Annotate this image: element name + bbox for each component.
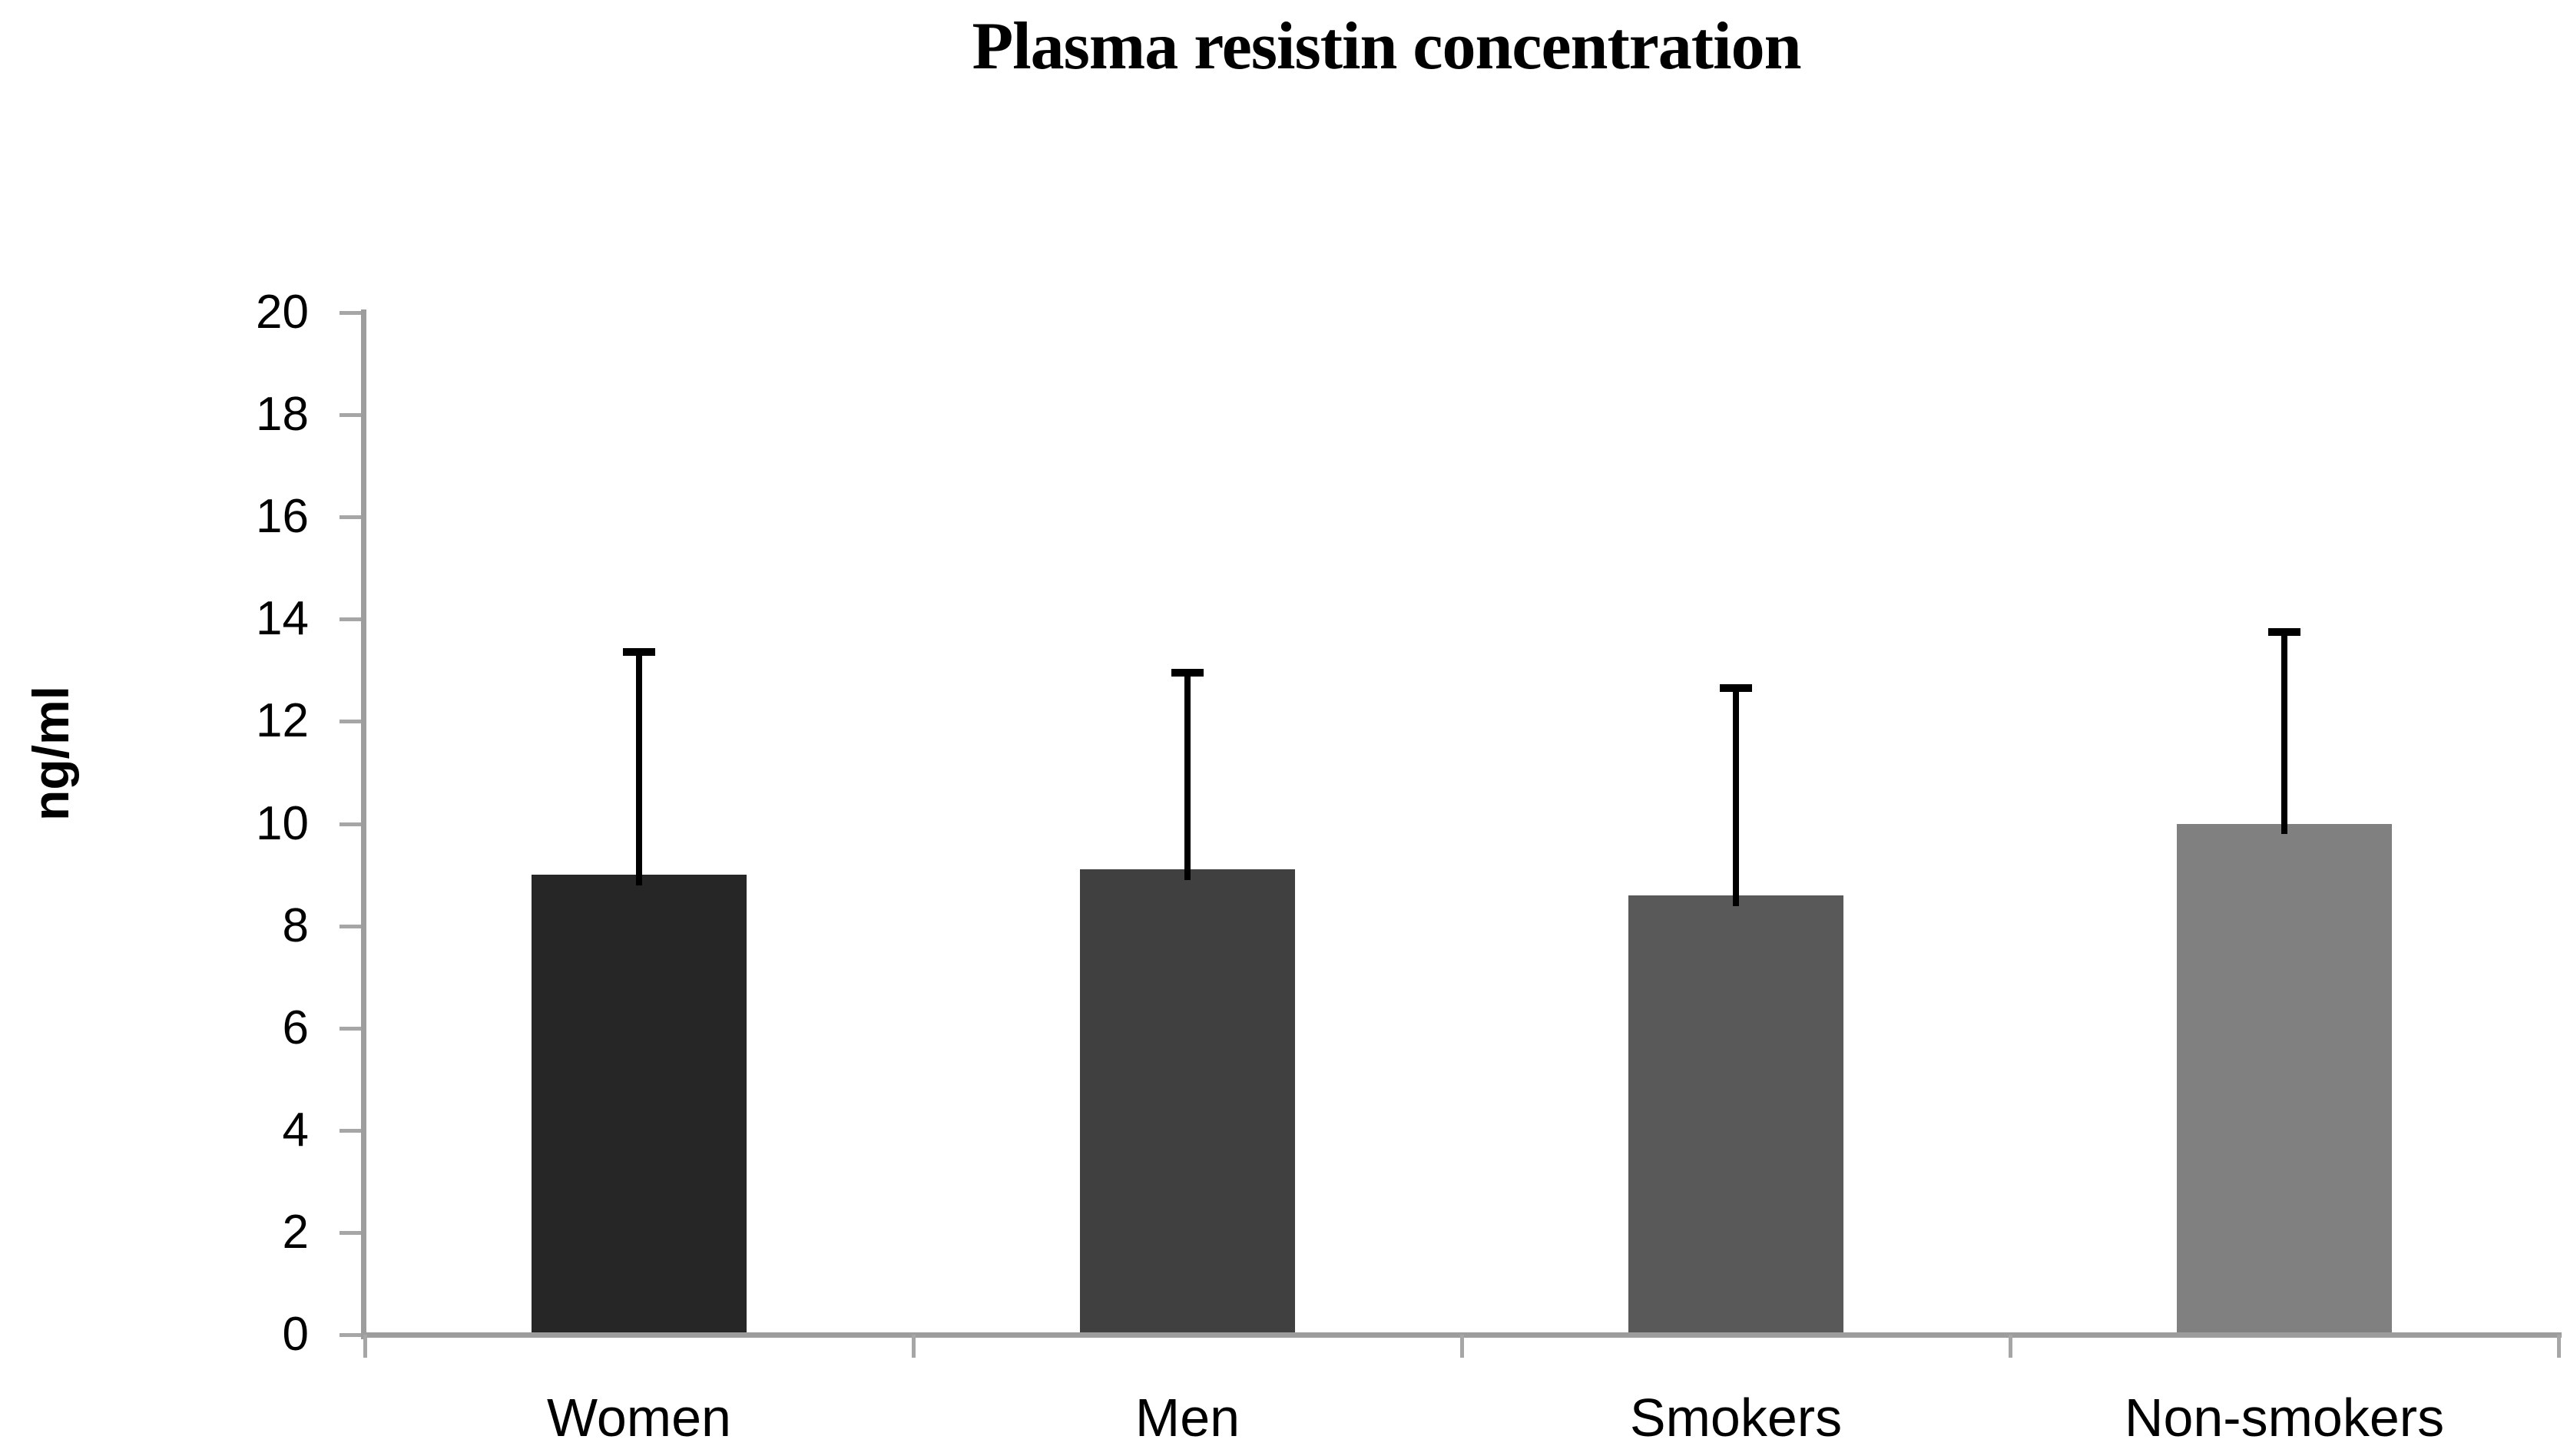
chart-title: Plasma resistin concentration — [972, 9, 1801, 84]
y-tick-label: 4 — [282, 1103, 309, 1157]
y-axis-line — [361, 309, 366, 1339]
x-tick — [363, 1335, 367, 1358]
x-tick — [912, 1335, 916, 1358]
y-tick-label: 16 — [256, 490, 309, 544]
y-tick — [340, 1128, 361, 1133]
bar-smokers — [1628, 895, 1843, 1335]
error-bar-cap-men — [1171, 668, 1204, 677]
y-tick-label: 18 — [256, 388, 309, 442]
y-axis-title: ng/ml — [22, 686, 79, 821]
y-tick — [340, 311, 361, 315]
y-tick-label: 2 — [282, 1205, 309, 1259]
x-category-label-women: Women — [547, 1388, 731, 1448]
x-tick — [1460, 1335, 1464, 1358]
error-bar-cap-smokers — [1720, 683, 1752, 692]
y-tick — [340, 515, 361, 520]
x-category-label-men: Men — [1134, 1388, 1240, 1448]
y-tick — [340, 924, 361, 928]
error-bar-line-men — [1184, 670, 1191, 881]
error-bar-cap-non-smokers — [2268, 627, 2300, 636]
y-tick — [340, 617, 361, 622]
error-bar-line-smokers — [1733, 685, 1739, 906]
y-tick-label: 8 — [282, 898, 309, 952]
error-bar-line-non-smokers — [2281, 629, 2287, 835]
y-tick — [340, 413, 361, 418]
bar-women — [532, 875, 747, 1335]
bar-non-smokers — [2177, 823, 2392, 1335]
x-category-label-smokers: Smokers — [1629, 1388, 1843, 1448]
x-tick — [2009, 1335, 2012, 1358]
y-tick-label: 0 — [282, 1308, 309, 1361]
y-tick — [340, 720, 361, 724]
y-tick — [340, 1333, 361, 1337]
bar-men — [1080, 869, 1295, 1335]
y-tick-label: 6 — [282, 1001, 309, 1054]
y-tick — [340, 822, 361, 826]
y-tick-label: 10 — [256, 796, 309, 850]
y-tick-label: 12 — [256, 694, 309, 748]
y-tick — [340, 1026, 361, 1031]
error-bar-line-women — [636, 650, 642, 886]
y-tick-label: 14 — [256, 592, 309, 646]
x-tick — [2557, 1335, 2561, 1358]
y-tick-label: 20 — [256, 286, 309, 339]
x-category-label-non-smokers: Non-smokers — [2124, 1388, 2445, 1448]
y-tick — [340, 1230, 361, 1235]
error-bar-cap-women — [623, 648, 655, 657]
